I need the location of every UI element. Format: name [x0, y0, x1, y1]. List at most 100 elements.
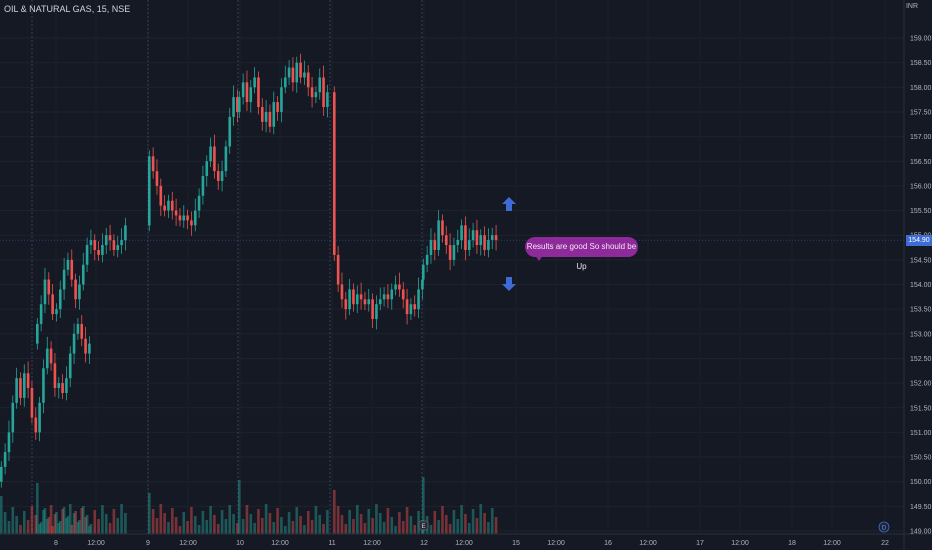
candle-body: [394, 284, 397, 290]
candle-body: [36, 323, 39, 344]
candle-body: [417, 289, 420, 310]
volume-bar: [0, 496, 3, 534]
x-tick-label: 22: [881, 540, 889, 547]
volume-bar: [22, 511, 26, 534]
y-tick-label: 152.50: [910, 356, 932, 363]
x-tick-label: 10: [236, 540, 244, 547]
candle-body: [112, 240, 116, 250]
volume-bar: [84, 517, 87, 534]
candle-body: [116, 245, 120, 250]
y-tick-label: 155.50: [910, 208, 932, 215]
candle-body: [15, 378, 18, 403]
candle-body: [3, 452, 7, 467]
candle-body: [205, 161, 209, 177]
volume-bar: [213, 515, 216, 534]
candle-body: [81, 264, 85, 285]
x-tick-label: 15: [512, 540, 520, 547]
candle-body: [34, 417, 38, 433]
candle-body: [348, 289, 351, 310]
volume-bar: [34, 515, 38, 534]
volume-bar: [74, 511, 77, 534]
candle-body: [437, 220, 440, 250]
annotation-callout[interactable]: Results are good So should be Up: [525, 237, 638, 271]
candle-body: [340, 284, 344, 300]
volume-bar: [66, 516, 70, 534]
arrow-down-icon: [502, 277, 516, 291]
volume-bar: [405, 507, 409, 534]
candle-body: [93, 240, 97, 250]
candle-body: [104, 235, 108, 246]
candle-body: [47, 279, 51, 295]
candle-body: [421, 279, 424, 290]
volume-bar: [120, 504, 123, 534]
candle-body: [66, 259, 70, 270]
volume-bar: [85, 515, 89, 534]
candle-body: [70, 259, 74, 280]
volume-bar: [167, 522, 170, 534]
candle-body: [174, 210, 178, 216]
volume-bar: [151, 509, 155, 534]
volume-bar: [371, 518, 374, 534]
candle-body: [88, 343, 91, 354]
candle-body: [232, 97, 235, 117]
candle-body: [213, 146, 216, 172]
volume-bar: [159, 504, 163, 534]
candle-body: [371, 299, 374, 320]
volume-bar: [220, 510, 224, 534]
candle-body: [72, 333, 76, 354]
volume-bar: [201, 511, 205, 534]
x-tick-label: 12:00: [731, 540, 749, 547]
candle-body: [170, 200, 174, 211]
candle-body: [43, 279, 47, 305]
volume-bar: [268, 513, 272, 534]
x-tick-label: 12:00: [547, 540, 565, 547]
volume-bar: [460, 505, 463, 534]
volume-bar: [116, 518, 120, 534]
volume-bar: [112, 509, 116, 534]
volume-bar: [124, 513, 127, 534]
annotation-callout-tail: [535, 255, 543, 261]
volume-bar: [487, 522, 490, 534]
candle-body: [89, 240, 93, 246]
volume-bar: [80, 508, 84, 534]
candle-body: [336, 254, 340, 285]
volume-bar: [471, 509, 475, 534]
candle-body: [163, 205, 166, 211]
candle-body: [314, 92, 318, 98]
volume-bar: [291, 521, 295, 534]
y-tick-label: 158.00: [910, 85, 932, 92]
y-tick-label: 150.50: [910, 455, 932, 462]
candle-body: [65, 378, 68, 393]
candle-body: [84, 338, 87, 354]
volume-bar: [49, 505, 53, 534]
volume-bar: [148, 493, 151, 534]
volume-bar: [295, 507, 299, 534]
volume-bar: [287, 512, 291, 534]
last-price-tag: 154.90: [906, 235, 932, 246]
volume-bar: [193, 516, 197, 534]
volume-bar: [272, 522, 276, 534]
volume-bar: [19, 525, 22, 534]
volume-bar: [375, 504, 378, 534]
volume-bar: [186, 521, 189, 534]
dividend-marker-icon: [878, 521, 890, 533]
volume-bar: [382, 522, 386, 534]
candle-body: [19, 378, 22, 398]
y-tick-label: 157.50: [910, 109, 932, 116]
candle-body: [456, 240, 460, 246]
candle-body: [85, 245, 89, 265]
volume-bar: [257, 509, 260, 534]
volume-bar: [101, 505, 104, 534]
volume-bar: [348, 510, 351, 534]
x-tick-label: 11: [328, 540, 335, 547]
volume-bar: [456, 519, 460, 534]
volume-bar: [314, 506, 318, 534]
volume-bar: [413, 525, 417, 534]
volume-bar: [42, 510, 45, 534]
volume-bar: [3, 512, 7, 534]
candle-body: [38, 402, 41, 433]
candle-body: [448, 245, 452, 260]
candle-body: [464, 225, 467, 250]
volume-bar: [209, 506, 212, 534]
